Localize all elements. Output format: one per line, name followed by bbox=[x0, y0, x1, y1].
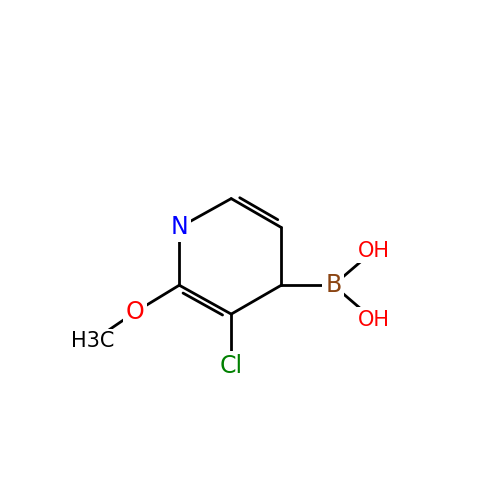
Text: O: O bbox=[126, 300, 144, 324]
Text: OH: OH bbox=[358, 240, 390, 260]
Text: Cl: Cl bbox=[220, 354, 243, 378]
Text: B: B bbox=[325, 273, 342, 297]
Text: N: N bbox=[170, 216, 188, 240]
Text: H3C: H3C bbox=[71, 331, 115, 351]
Text: OH: OH bbox=[358, 310, 390, 330]
